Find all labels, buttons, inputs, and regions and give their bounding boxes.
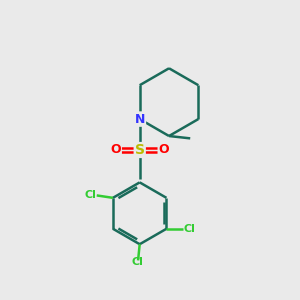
Text: Cl: Cl [84,190,96,200]
Text: Cl: Cl [183,224,195,234]
Text: S: S [135,143,145,157]
Text: Cl: Cl [131,257,143,267]
Text: O: O [110,143,121,157]
Text: N: N [134,112,145,126]
Text: O: O [158,143,169,157]
